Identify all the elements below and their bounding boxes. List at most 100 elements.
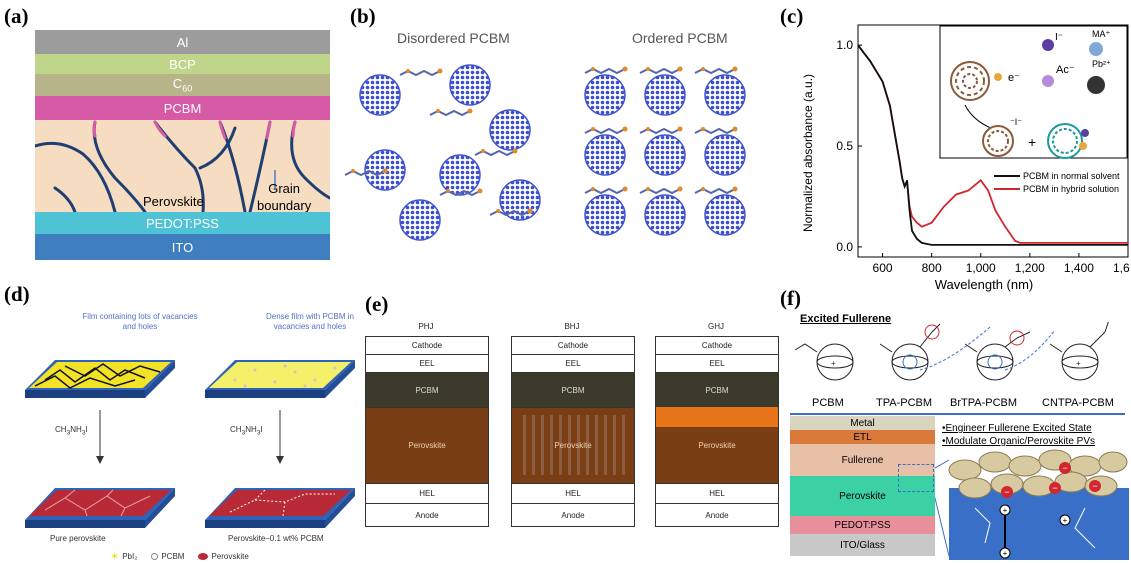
legend-pbi2-label: PbI₂ bbox=[122, 552, 138, 561]
e-architecture-ghj: Cathode EEL PCBM Perovskite HEL Anode bbox=[655, 336, 779, 527]
e-layer: EEL bbox=[512, 355, 634, 373]
layer-bcp-label: BCP bbox=[169, 56, 196, 72]
x-tick-label: 1,200 bbox=[1015, 261, 1045, 275]
e-layer: PCBM bbox=[512, 373, 634, 408]
e-layer: HEL bbox=[366, 484, 488, 504]
f-ito-label: ITO/Glass bbox=[840, 539, 885, 551]
legend-normal: PCBM in normal solvent bbox=[1023, 171, 1120, 181]
inset: e⁻ I⁻ MA⁺ Ac⁻ Pb²⁺ ⁻I⁻ + bbox=[939, 25, 1128, 159]
e-column-title: PHJ bbox=[418, 322, 434, 331]
film-dense-pcbm bbox=[205, 360, 355, 398]
inset-ma: MA⁺ bbox=[1092, 29, 1111, 39]
label-perovskite: Perovskite bbox=[143, 194, 204, 209]
e-layer: PCBM bbox=[656, 373, 778, 408]
x-tick-label: 600 bbox=[873, 261, 893, 275]
f-bullet-2: •Modulate Organic/Perovskite PVs bbox=[942, 436, 1096, 447]
svg-text:−: − bbox=[1052, 483, 1057, 493]
caption-d-left-top: Film containing lots of vacancies and ho… bbox=[82, 312, 198, 331]
mol-cntpa-pcbm: CNTPA-PCBM bbox=[1042, 397, 1114, 409]
f-layer-metal: Metal bbox=[790, 416, 935, 430]
e-layer: HEL bbox=[656, 484, 778, 504]
arrow-right-base: CH bbox=[230, 425, 242, 434]
grain-boundaries bbox=[35, 120, 330, 214]
arrow-left-mid: NH bbox=[70, 425, 82, 434]
x-tick-label: 1,600 bbox=[1113, 261, 1130, 275]
inset-iodide-2: ⁻I⁻ bbox=[1010, 117, 1022, 127]
mol-tpa-pcbm: TPA-PCBM bbox=[876, 397, 933, 409]
legend-perovskite: Perovskite bbox=[198, 552, 249, 561]
e-ghj-graded-region bbox=[656, 407, 778, 427]
panel-e-architectures: PHJ Cathode EEL PCBM Perovskite HEL Anode BHJ Ca… bbox=[365, 322, 779, 537]
f-interface-zoom: −− − − +++ bbox=[935, 449, 1129, 560]
e-layer: Cathode bbox=[512, 337, 634, 355]
layer-ito: ITO bbox=[35, 234, 330, 260]
caption-d-left-bottom: Pure perovskite bbox=[50, 534, 106, 543]
f-bullets: •Engineer Fullerene Excited State •Modul… bbox=[942, 422, 1095, 448]
svg-text:−: − bbox=[1092, 481, 1097, 491]
layer-perovskite bbox=[35, 120, 330, 212]
grain-line-2: boundary bbox=[257, 198, 312, 213]
x-tick-label: 1,000 bbox=[966, 261, 996, 275]
c60-base: C bbox=[172, 76, 183, 92]
f-device-stack: Metal ETL Fullerene Perovskite PEDOT:PSS… bbox=[790, 416, 935, 556]
layer-pedot: PEDOT:PSS bbox=[35, 212, 330, 234]
arrow-right-end: I bbox=[260, 425, 263, 434]
layer-ito-label: ITO bbox=[171, 239, 194, 255]
arrow-left-sub1: 3 bbox=[66, 429, 71, 437]
x-tick-label: 1,400 bbox=[1064, 261, 1094, 275]
title-disordered: Disordered PCBM bbox=[397, 30, 510, 46]
panel-label-c: (c) bbox=[780, 4, 804, 28]
chart-xlabel: Wavelength (nm) bbox=[935, 277, 1034, 292]
arrow-right-sub1: 3 bbox=[241, 429, 246, 437]
e-layer: Anode bbox=[512, 504, 634, 526]
legend-pbi2: ✶ PbI₂ bbox=[110, 550, 137, 563]
f-heading: Excited Fullerene bbox=[800, 313, 892, 325]
mol-pcbm: PCBM bbox=[812, 397, 844, 409]
panel-a-device-stack: Al BCP C60 PCBM Perovskite Grain boundar… bbox=[35, 30, 330, 260]
pbi2-swatch-icon: ✶ bbox=[110, 551, 120, 563]
disordered-pcbm bbox=[344, 64, 541, 241]
perovskite-swatch-icon bbox=[198, 553, 209, 560]
svg-text:+: + bbox=[1003, 506, 1008, 515]
e-layer: Cathode bbox=[656, 337, 778, 355]
film-pure-perovskite bbox=[25, 488, 175, 528]
arrow-right-mid: NH bbox=[245, 425, 257, 434]
chart-legend: PCBM in normal solvent PCBM in hybrid so… bbox=[994, 171, 1120, 194]
layer-al-label: Al bbox=[176, 34, 189, 50]
arrow-left-sub2: 3 bbox=[81, 429, 86, 437]
f-molecules: + + bbox=[794, 322, 1109, 381]
f-metal-label: Metal bbox=[850, 417, 875, 429]
y-tick-label: 1.0 bbox=[836, 38, 853, 52]
e-layer: PCBM bbox=[366, 373, 488, 408]
e-layer: Perovskite bbox=[512, 408, 634, 484]
arrow-label-left: CH3NH3I bbox=[55, 425, 88, 437]
x-tick-label: 800 bbox=[922, 261, 942, 275]
caption-d-right-bottom: Perovskite–0.1 wt% PCBM bbox=[228, 534, 324, 543]
f-fullerene-label: Fullerene bbox=[841, 454, 884, 466]
f-layer-etl: ETL bbox=[790, 430, 935, 444]
svg-text:−: − bbox=[1004, 487, 1009, 497]
film-vacancies bbox=[25, 360, 175, 398]
legend-d: ✶ PbI₂ PCBM Perovskite bbox=[110, 550, 249, 563]
f-zoom-box bbox=[898, 464, 934, 492]
f-layer-perovskite: Perovskite bbox=[790, 476, 935, 516]
caption-d-right-top: Dense film with PCBM in vacancies and ho… bbox=[265, 312, 355, 331]
f-layer-fullerene: Fullerene bbox=[790, 444, 935, 476]
f-perovskite-label: Perovskite bbox=[839, 490, 886, 502]
svg-text:+: + bbox=[831, 359, 836, 368]
layer-c60: C60 bbox=[35, 74, 330, 96]
layer-pcbm-label: PCBM bbox=[163, 100, 202, 116]
panel-label-a: (a) bbox=[4, 4, 29, 28]
label-grain-boundary: Grain boundary bbox=[257, 180, 311, 214]
f-molecule-labels: PCBM TPA-PCBM BrTPA-PCBM CNTPA-PCBM bbox=[790, 397, 1130, 411]
e-column-title: GHJ bbox=[708, 322, 724, 331]
absorbance-chart: Normalized absorbance (a.u.) Wavelength … bbox=[801, 24, 1130, 292]
panel-label-d: (d) bbox=[4, 282, 30, 306]
ordered-pcbm bbox=[584, 65, 746, 236]
inset-pb: Pb²⁺ bbox=[1092, 59, 1111, 69]
e-layer: Perovskite bbox=[366, 408, 488, 484]
e-architecture-phj: Cathode EEL PCBM Perovskite HEL Anode bbox=[365, 336, 489, 527]
inset-electron: e⁻ bbox=[1008, 72, 1020, 84]
panel-label-b: (b) bbox=[350, 4, 376, 28]
f-bullet-1: •Engineer Fullerene Excited State bbox=[942, 423, 1092, 434]
